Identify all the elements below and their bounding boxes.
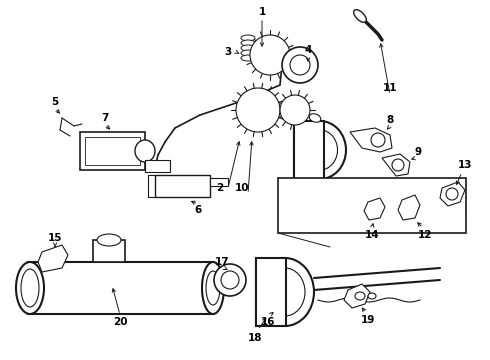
Ellipse shape bbox=[241, 50, 255, 56]
Polygon shape bbox=[364, 198, 385, 220]
Bar bbox=[155, 175, 210, 197]
Ellipse shape bbox=[241, 35, 255, 41]
Circle shape bbox=[282, 47, 318, 83]
Circle shape bbox=[247, 99, 269, 121]
Circle shape bbox=[371, 133, 385, 147]
Ellipse shape bbox=[302, 130, 338, 170]
Polygon shape bbox=[344, 284, 370, 308]
Ellipse shape bbox=[202, 262, 224, 314]
Text: 15: 15 bbox=[48, 233, 62, 243]
Text: 19: 19 bbox=[361, 315, 375, 325]
Text: 5: 5 bbox=[51, 97, 59, 107]
Text: 6: 6 bbox=[195, 205, 201, 215]
Text: 17: 17 bbox=[215, 257, 229, 267]
Text: 4: 4 bbox=[304, 45, 312, 55]
Bar bbox=[80, 132, 145, 170]
Ellipse shape bbox=[97, 234, 121, 246]
Ellipse shape bbox=[355, 292, 365, 300]
Circle shape bbox=[221, 271, 239, 289]
Ellipse shape bbox=[241, 45, 255, 51]
Text: 13: 13 bbox=[458, 160, 472, 170]
Circle shape bbox=[260, 45, 280, 65]
Bar bbox=[93, 240, 125, 262]
Ellipse shape bbox=[265, 268, 305, 316]
Text: 7: 7 bbox=[101, 113, 109, 123]
Circle shape bbox=[236, 88, 280, 132]
Bar bbox=[85, 137, 140, 165]
Circle shape bbox=[392, 159, 404, 171]
Bar bbox=[210, 178, 228, 186]
Text: 2: 2 bbox=[217, 183, 223, 193]
Ellipse shape bbox=[135, 140, 155, 162]
Text: 16: 16 bbox=[261, 317, 275, 327]
Bar bbox=[256, 258, 286, 326]
Text: 9: 9 bbox=[415, 147, 421, 157]
Polygon shape bbox=[350, 128, 392, 152]
Text: 18: 18 bbox=[248, 333, 262, 343]
Text: 20: 20 bbox=[113, 317, 127, 327]
Text: 14: 14 bbox=[365, 230, 379, 240]
Polygon shape bbox=[382, 154, 410, 176]
Circle shape bbox=[290, 55, 310, 75]
Text: 11: 11 bbox=[383, 83, 397, 93]
Bar bbox=[28, 262, 213, 314]
Ellipse shape bbox=[206, 271, 220, 305]
Ellipse shape bbox=[256, 258, 314, 326]
Ellipse shape bbox=[309, 114, 321, 122]
Ellipse shape bbox=[354, 10, 367, 22]
Polygon shape bbox=[440, 182, 465, 206]
Circle shape bbox=[250, 35, 290, 75]
Polygon shape bbox=[38, 245, 68, 272]
Text: 1: 1 bbox=[258, 7, 266, 17]
Polygon shape bbox=[398, 195, 420, 220]
Bar bbox=[278, 178, 466, 233]
Ellipse shape bbox=[241, 40, 255, 46]
Bar bbox=[294, 121, 324, 179]
Ellipse shape bbox=[241, 55, 255, 61]
Ellipse shape bbox=[16, 262, 44, 314]
Text: 8: 8 bbox=[387, 115, 393, 125]
Ellipse shape bbox=[21, 269, 39, 307]
Ellipse shape bbox=[294, 121, 346, 179]
Circle shape bbox=[214, 264, 246, 296]
Circle shape bbox=[446, 188, 458, 200]
Circle shape bbox=[288, 103, 302, 117]
Bar bbox=[145, 160, 170, 172]
Ellipse shape bbox=[368, 293, 376, 299]
Circle shape bbox=[280, 95, 310, 125]
Text: 12: 12 bbox=[418, 230, 432, 240]
Text: 10: 10 bbox=[235, 183, 249, 193]
Text: 3: 3 bbox=[224, 47, 232, 57]
